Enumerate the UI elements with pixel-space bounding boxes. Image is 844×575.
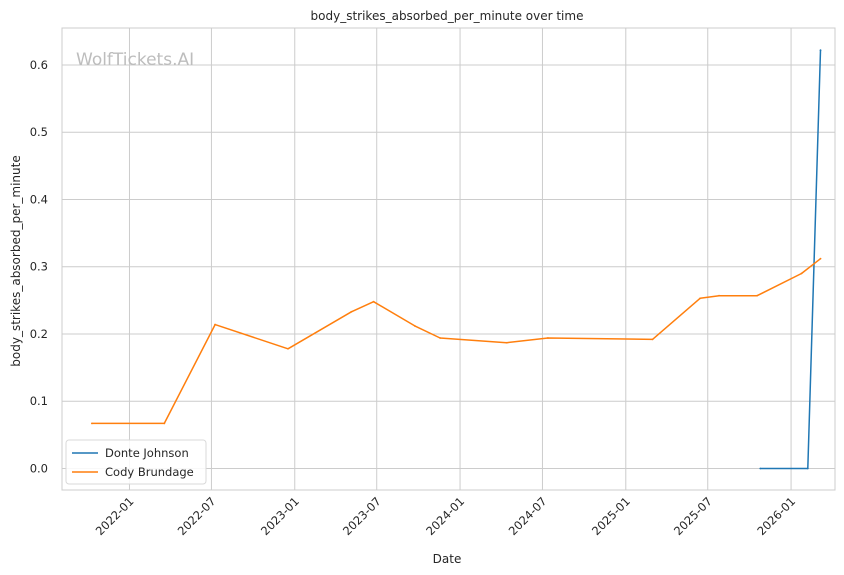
series-lines [90,49,822,470]
legend-label: Cody Brundage [105,465,194,479]
chart-title: body_strikes_absorbed_per_minute over ti… [311,9,584,23]
watermark: WolfTickets.AI [76,50,194,70]
y-tick-label: 0.5 [30,125,48,139]
data-point [350,310,353,313]
data-point [699,297,701,300]
y-tick-label: 0.1 [30,394,48,408]
data-point [718,294,720,297]
y-tick-label: 0.6 [30,58,48,72]
data-point [163,422,166,425]
data-point [819,49,822,52]
data-point [819,257,822,260]
legend-box [65,439,207,485]
y-tick-label: 0.0 [30,461,48,475]
data-point [287,347,289,350]
data-point [214,323,216,326]
data-point [759,467,762,470]
data-point [505,341,508,344]
data-point [806,467,809,470]
plot-frame [61,27,836,491]
data-point [413,325,416,327]
y-tick-label: 0.3 [30,260,48,274]
x-axis-label: Date [433,552,462,566]
data-point [372,300,375,303]
y-tick-label: 0.4 [30,192,48,206]
data-point [651,338,654,341]
y-tick-label: 0.2 [30,327,48,341]
data-point [800,272,803,275]
grid [62,28,835,490]
data-point [439,337,442,339]
data-point [546,337,549,339]
legend-label: Donte Johnson [105,446,189,460]
y-axis-label: body_strikes_absorbed_per_minute [9,155,23,366]
legend: Donte Johnson Cody Brundage [65,439,207,485]
series-line-1 [91,258,821,425]
data-point [756,294,759,297]
y-axis-ticks: 0.0 0.1 0.2 0.3 0.4 0.5 0.6 [30,58,48,475]
data-point [90,422,93,425]
